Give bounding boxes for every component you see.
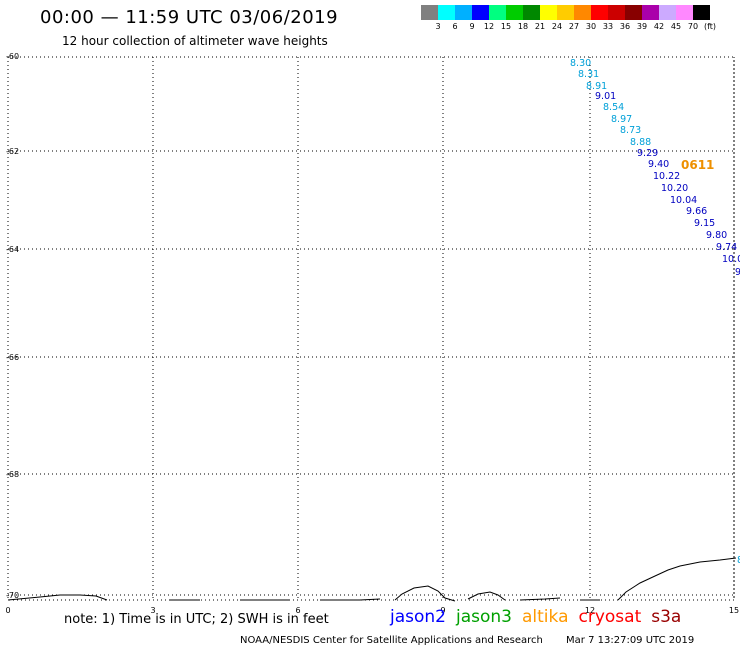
- color-scale-label: 70: [687, 22, 699, 31]
- color-scale-label: 3: [435, 22, 441, 31]
- color-swatch: [557, 5, 574, 20]
- swh-value: 9.66: [686, 206, 707, 217]
- color-swatch: [591, 5, 608, 20]
- lat-label: -68: [6, 470, 19, 479]
- lat-label: -62: [6, 147, 19, 156]
- color-scale-label: 12: [483, 22, 495, 31]
- lat-label: -64: [6, 245, 19, 254]
- swh-track: 8.308.318.919.018.548.978.738.889.299.40…: [570, 58, 740, 278]
- swh-value: 8.30: [570, 58, 591, 69]
- swh-value: 9: [735, 267, 740, 278]
- swh-value: 9.29: [637, 148, 658, 159]
- lon-label: 6: [295, 606, 300, 615]
- graticule: [7, 56, 735, 601]
- color-scale-labels: 3 6 9 12 15 18 21 24 27 30 33 36 39 42 45 70 (ft): [421, 22, 740, 34]
- color-swatch: [642, 5, 659, 20]
- color-scale-unit: (ft): [703, 22, 717, 31]
- color-scale-label: 39: [636, 22, 648, 31]
- color-swatch: [472, 5, 489, 20]
- footer-note: note: 1) Time is in UTC; 2) SWH is in fe…: [64, 612, 329, 627]
- color-scale-label: 24: [551, 22, 563, 31]
- color-scale-label: 15: [500, 22, 512, 31]
- swh-value: 10.20: [661, 183, 688, 194]
- color-scale-label: 33: [602, 22, 614, 31]
- color-scale-label: 45: [670, 22, 682, 31]
- credit-line: NOAA/NESDIS Center for Satellite Applica…: [240, 635, 714, 646]
- legend-cryosat: cryosat: [578, 607, 642, 627]
- color-swatch: [659, 5, 676, 20]
- lon-label: 9: [440, 606, 445, 615]
- color-scale-label: 6: [452, 22, 458, 31]
- swh-value: 9.01: [595, 91, 616, 102]
- swh-value: 8: [737, 555, 740, 566]
- lat-label: -66: [6, 353, 19, 362]
- color-scale-swatches: [421, 5, 740, 20]
- color-swatch: [540, 5, 557, 20]
- swh-value: 10.04: [670, 195, 697, 206]
- map-title: 00:00 — 11:59 UTC 03/06/2019: [40, 7, 339, 28]
- color-swatch: [676, 5, 693, 20]
- color-scale-label: 9: [469, 22, 475, 31]
- color-scale-label: 30: [585, 22, 597, 31]
- antarctic-coastline: [7, 557, 737, 602]
- map-subtitle: 12 hour collection of altimeter wave hei…: [62, 34, 328, 48]
- pass-label: 0611: [681, 158, 714, 172]
- legend-jason2: jason2: [390, 607, 446, 627]
- swh-value: 8.54: [603, 102, 624, 113]
- color-scale-label: 27: [568, 22, 580, 31]
- color-swatch: [506, 5, 523, 20]
- color-swatch: [574, 5, 591, 20]
- color-scale: 3 6 9 12 15 18 21 24 27 30 33 36 39 42 45 70 (ft): [421, 5, 740, 35]
- color-swatch: [625, 5, 642, 20]
- lon-label: 0: [5, 606, 10, 615]
- credit-org: NOAA/NESDIS Center for Satellite Applica…: [240, 635, 543, 646]
- swh-value: 8.91: [586, 81, 607, 92]
- legend-s3a: s3a: [651, 607, 682, 627]
- lat-label: -70: [6, 591, 19, 600]
- swh-value: 8.88: [630, 137, 651, 148]
- color-swatch: [523, 5, 540, 20]
- lon-label: 12: [585, 606, 595, 615]
- color-swatch: [693, 5, 710, 20]
- swh-value: 9.74: [716, 242, 737, 253]
- satellite-legend: jason2 jason3 altika cryosat s3a: [390, 607, 681, 627]
- lat-label: -60: [6, 52, 19, 61]
- swh-value: 10.22: [653, 171, 680, 182]
- legend-jason3: jason3: [456, 607, 512, 627]
- swh-value: 8.97: [611, 114, 632, 125]
- color-swatch: [438, 5, 455, 20]
- color-swatch: [421, 5, 438, 20]
- swh-value: 8.73: [620, 125, 641, 136]
- swh-value: 9.40: [648, 159, 669, 170]
- lon-label: 3: [150, 606, 155, 615]
- swh-value: 9.80: [706, 230, 727, 241]
- color-swatch: [489, 5, 506, 20]
- color-scale-label: 36: [619, 22, 631, 31]
- lon-label: 15: [729, 606, 739, 615]
- color-scale-label: 21: [534, 22, 546, 31]
- color-swatch: [455, 5, 472, 20]
- swh-value: 9.15: [694, 218, 715, 229]
- credit-timestamp: Mar 7 13:27:09 UTC 2019: [566, 635, 695, 646]
- color-swatch: [608, 5, 625, 20]
- swh-value: 10.0: [722, 254, 740, 265]
- color-scale-label: 18: [517, 22, 529, 31]
- swh-value: 8.31: [578, 69, 599, 80]
- legend-altika: altika: [522, 607, 569, 627]
- map-frame: [7, 57, 735, 601]
- color-scale-label: 42: [653, 22, 665, 31]
